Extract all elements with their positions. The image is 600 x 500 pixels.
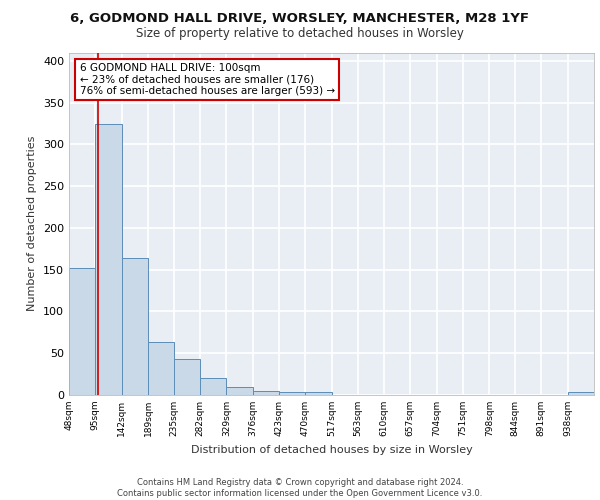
Text: Contains HM Land Registry data © Crown copyright and database right 2024.
Contai: Contains HM Land Registry data © Crown c… — [118, 478, 482, 498]
Bar — [305, 392, 332, 395]
Bar — [279, 392, 305, 395]
Bar — [174, 359, 200, 395]
Bar — [226, 386, 253, 395]
Bar — [69, 268, 95, 395]
Y-axis label: Number of detached properties: Number of detached properties — [28, 136, 37, 312]
Text: 6, GODMOND HALL DRIVE, WORSLEY, MANCHESTER, M28 1YF: 6, GODMOND HALL DRIVE, WORSLEY, MANCHEST… — [71, 12, 530, 26]
Bar — [568, 392, 594, 395]
Bar — [148, 342, 174, 395]
Bar — [200, 378, 226, 395]
Text: 6 GODMOND HALL DRIVE: 100sqm
← 23% of detached houses are smaller (176)
76% of s: 6 GODMOND HALL DRIVE: 100sqm ← 23% of de… — [79, 63, 335, 96]
X-axis label: Distribution of detached houses by size in Worsley: Distribution of detached houses by size … — [191, 444, 472, 454]
Bar — [95, 124, 122, 395]
Bar — [122, 258, 148, 395]
Text: Size of property relative to detached houses in Worsley: Size of property relative to detached ho… — [136, 28, 464, 40]
Bar — [253, 391, 279, 395]
